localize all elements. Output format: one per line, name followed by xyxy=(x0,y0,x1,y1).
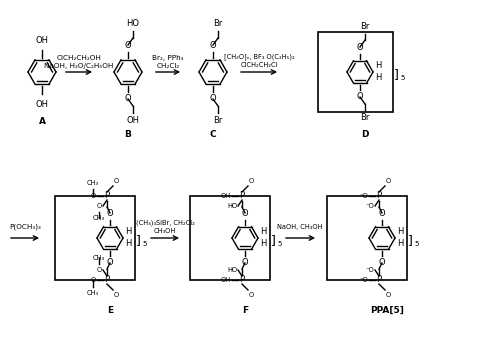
Text: O: O xyxy=(386,292,391,298)
Text: A: A xyxy=(38,117,46,126)
Text: H: H xyxy=(260,228,266,236)
Bar xyxy=(318,32,393,112)
Text: HO: HO xyxy=(227,203,237,209)
Text: HO: HO xyxy=(126,19,140,28)
Text: H: H xyxy=(375,74,382,82)
Text: ]: ] xyxy=(394,69,399,81)
Text: OH: OH xyxy=(221,193,231,199)
Text: O: O xyxy=(210,41,216,50)
Text: O: O xyxy=(106,209,114,218)
Text: Br: Br xyxy=(360,113,370,122)
Text: O: O xyxy=(91,277,96,283)
Text: [CH₂O]ₙ, BF₃ O(C₂H₅)₂: [CH₂O]ₙ, BF₃ O(C₂H₅)₂ xyxy=(224,53,294,60)
Text: F: F xyxy=(242,306,248,315)
Text: O: O xyxy=(242,258,248,267)
Text: PPA[5]: PPA[5] xyxy=(370,306,404,315)
Text: O: O xyxy=(249,292,254,298)
Text: H: H xyxy=(397,240,404,249)
Text: H: H xyxy=(375,62,382,70)
Text: E: E xyxy=(107,306,113,315)
Text: 5: 5 xyxy=(414,241,418,247)
Text: NaOH, CH₃OH: NaOH, CH₃OH xyxy=(277,224,323,230)
Text: OH: OH xyxy=(126,116,140,125)
Text: OH: OH xyxy=(36,36,49,45)
Text: P: P xyxy=(240,275,244,285)
Text: NaOH, H₂O/C₂H₅OH: NaOH, H₂O/C₂H₅OH xyxy=(44,63,114,69)
Text: C: C xyxy=(210,130,216,139)
Text: ]: ] xyxy=(271,234,276,247)
Text: CH₃: CH₃ xyxy=(93,215,105,221)
Text: P: P xyxy=(240,192,244,200)
Text: 5: 5 xyxy=(142,241,146,247)
Text: CH₂Cl₂: CH₂Cl₂ xyxy=(156,63,180,69)
Text: Br: Br xyxy=(360,22,370,31)
Text: ]: ] xyxy=(136,234,141,247)
Text: O: O xyxy=(114,292,119,298)
Text: ⁻O: ⁻O xyxy=(365,267,374,273)
Text: ⁻O: ⁻O xyxy=(359,277,368,283)
Text: H: H xyxy=(125,240,132,249)
Text: O: O xyxy=(106,258,114,267)
Text: CH₃OH: CH₃OH xyxy=(154,228,176,234)
Text: O: O xyxy=(97,203,102,209)
Text: HO: HO xyxy=(227,267,237,273)
Text: Br₂, PPh₃: Br₂, PPh₃ xyxy=(152,55,184,61)
Text: ⁻O: ⁻O xyxy=(365,203,374,209)
Text: O: O xyxy=(386,178,391,184)
Text: P: P xyxy=(376,275,382,285)
Bar xyxy=(190,196,270,280)
Text: O: O xyxy=(249,178,254,184)
Text: CH₃: CH₃ xyxy=(87,180,99,186)
Text: O: O xyxy=(378,209,386,218)
Text: O: O xyxy=(378,258,386,267)
Text: (CH₃)₃SiBr, CH₂Cl₂: (CH₃)₃SiBr, CH₂Cl₂ xyxy=(136,219,194,226)
Text: H: H xyxy=(125,228,132,236)
Text: OH: OH xyxy=(36,100,49,109)
Text: O: O xyxy=(210,94,216,103)
Text: O: O xyxy=(91,193,96,199)
Text: O: O xyxy=(114,178,119,184)
Text: O: O xyxy=(356,92,364,101)
Text: P(OCH₃)₃: P(OCH₃)₃ xyxy=(9,223,41,230)
Bar xyxy=(55,196,135,280)
Text: O: O xyxy=(97,267,102,273)
Text: 5: 5 xyxy=(277,241,281,247)
Text: O: O xyxy=(242,209,248,218)
Text: Br: Br xyxy=(214,19,222,28)
Text: P: P xyxy=(104,192,110,200)
Text: O: O xyxy=(124,94,132,103)
Text: P: P xyxy=(104,275,110,285)
Text: B: B xyxy=(124,130,132,139)
Bar xyxy=(327,196,407,280)
Text: H: H xyxy=(397,228,404,236)
Text: OH: OH xyxy=(221,277,231,283)
Text: CH₃: CH₃ xyxy=(93,255,105,261)
Text: ]: ] xyxy=(408,234,413,247)
Text: O: O xyxy=(124,41,132,50)
Text: H: H xyxy=(260,240,266,249)
Text: P: P xyxy=(376,192,382,200)
Text: O: O xyxy=(356,43,364,52)
Text: ClCH₂CH₂Cl: ClCH₂CH₂Cl xyxy=(240,62,278,68)
Text: ClCH₂CH₂OH: ClCH₂CH₂OH xyxy=(56,55,102,61)
Text: ⁻O: ⁻O xyxy=(359,193,368,199)
Text: CH₃: CH₃ xyxy=(87,290,99,296)
Text: 5: 5 xyxy=(400,75,404,81)
Text: Br: Br xyxy=(214,116,222,125)
Text: D: D xyxy=(361,130,369,139)
